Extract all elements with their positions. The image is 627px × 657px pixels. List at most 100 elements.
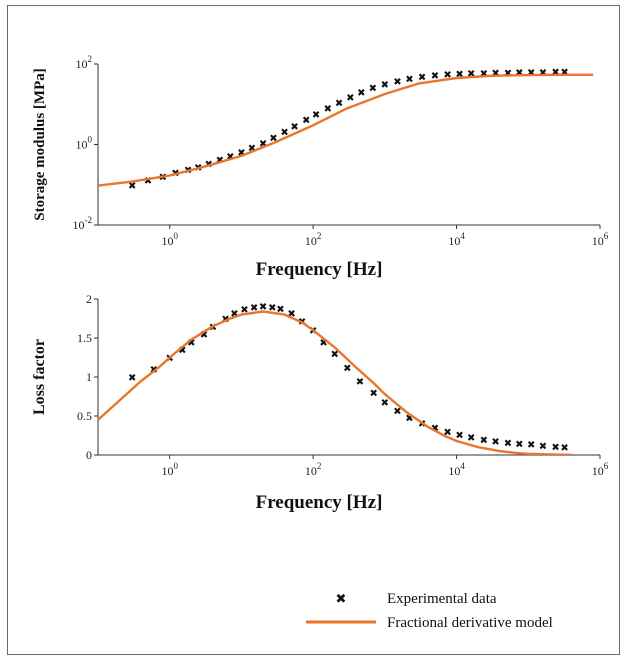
data-point: ✖	[418, 419, 426, 430]
y-tick-exponent: -2	[85, 215, 93, 225]
legend-item-model: Fractional derivative model	[306, 615, 553, 631]
data-point: ✖	[381, 80, 389, 91]
data-point: ✖	[178, 346, 186, 357]
y-tick-label: 2	[86, 292, 92, 306]
experimental-markers: ✖✖✖✖✖✖✖✖✖✖✖✖✖✖✖✖✖✖✖✖✖✖✖✖✖✖✖✖✖✖✖✖✖✖✖✖✖✖	[128, 68, 569, 192]
data-point: ✖	[370, 389, 378, 400]
y-tick-label: 1.5	[77, 331, 92, 345]
data-point: ✖	[259, 302, 267, 313]
x-tick-exponent: 4	[460, 461, 465, 471]
y-tick-label: 0	[86, 448, 92, 462]
data-point: ✖	[480, 69, 488, 80]
data-point: ✖	[312, 110, 320, 121]
data-point: ✖	[393, 407, 401, 418]
data-point: ✖	[200, 330, 208, 341]
x-tick-label: 102	[305, 231, 322, 248]
data-point: ✖	[269, 133, 277, 144]
data-point: ✖	[369, 84, 377, 95]
x-tick-exponent: 2	[317, 461, 322, 471]
legend: ✖ Experimental data Fractional derivativ…	[306, 591, 553, 631]
legend-label-model: Fractional derivative model	[387, 615, 553, 631]
data-point: ✖	[259, 139, 267, 150]
data-point: ✖	[250, 303, 258, 314]
data-point: ✖	[226, 152, 234, 163]
data-point: ✖	[290, 122, 298, 133]
model-curve	[98, 73, 594, 187]
data-point: ✖	[280, 128, 288, 139]
x-tick-label: 104	[448, 231, 465, 248]
data-point: ✖	[418, 72, 426, 83]
data-point: ✖	[287, 309, 295, 320]
data-point: ✖	[128, 373, 136, 384]
data-point: ✖	[539, 68, 547, 79]
experimental-markers: ✖✖✖✖✖✖✖✖✖✖✖✖✖✖✖✖✖✖✖✖✖✖✖✖✖✖✖✖✖✖✖✖✖✖✖✖✖✖	[128, 302, 569, 454]
figure-frame	[7, 5, 620, 655]
data-point: ✖	[515, 439, 523, 450]
data-point: ✖	[467, 433, 475, 444]
data-point: ✖	[240, 305, 248, 316]
x-axis-title: Frequency [Hz]	[256, 259, 383, 280]
model-curve	[98, 310, 572, 455]
y-tick-exponent: 0	[88, 135, 93, 145]
legend-marker-x: ✖	[336, 592, 347, 607]
x-tick-label: 100	[161, 231, 178, 248]
data-point: ✖	[346, 93, 354, 104]
y-axis-title: Loss factor	[31, 339, 48, 415]
data-point: ✖	[551, 442, 559, 453]
data-point: ✖	[357, 88, 365, 99]
data-point: ✖	[431, 424, 439, 435]
data-point: ✖	[443, 70, 451, 81]
data-point: ✖	[187, 338, 195, 349]
data-point: ✖	[515, 68, 523, 79]
data-point: ✖	[455, 70, 463, 81]
x-tick-label: 100	[161, 461, 178, 478]
y-tick-label: 100	[76, 135, 93, 152]
data-point: ✖	[343, 364, 351, 375]
legend-label-experimental: Experimental data	[387, 591, 497, 607]
data-point: ✖	[319, 338, 327, 349]
data-point: ✖	[560, 443, 568, 454]
x-tick-exponent: 6	[604, 461, 609, 471]
data-point: ✖	[209, 322, 217, 333]
data-point: ✖	[504, 68, 512, 79]
legend-item-experimental: ✖ Experimental data	[336, 591, 497, 607]
data-point: ✖	[527, 440, 535, 451]
data-point: ✖	[455, 431, 463, 442]
data-point: ✖	[467, 69, 475, 80]
data-point: ✖	[144, 176, 152, 187]
data-point: ✖	[237, 148, 245, 159]
data-point: ✖	[331, 350, 339, 361]
data-point: ✖	[276, 304, 284, 315]
x-tick-label: 106	[592, 231, 609, 248]
data-point: ✖	[324, 104, 332, 115]
data-point: ✖	[335, 99, 343, 110]
y-tick-label: 102	[76, 54, 93, 71]
y-axis-title: Storage modulus [MPa]	[32, 68, 48, 221]
data-point: ✖	[504, 439, 512, 450]
x-tick-label: 104	[448, 461, 465, 478]
data-point: ✖	[405, 414, 413, 425]
data-point: ✖	[128, 181, 136, 192]
data-point: ✖	[431, 71, 439, 82]
data-point: ✖	[381, 398, 389, 409]
x-tick-exponent: 0	[173, 461, 178, 471]
x-tick-exponent: 2	[317, 231, 322, 241]
data-point: ✖	[159, 173, 167, 184]
x-tick-exponent: 4	[460, 231, 465, 241]
x-tick-exponent: 6	[604, 231, 609, 241]
data-point: ✖	[405, 74, 413, 85]
x-tick-label: 102	[305, 461, 322, 478]
y-tick-label: 10-2	[73, 215, 93, 232]
data-point: ✖	[480, 435, 488, 446]
data-point: ✖	[443, 428, 451, 439]
data-point: ✖	[268, 303, 276, 314]
y-tick-exponent: 2	[88, 54, 93, 64]
loss-factor-chart: 100 102 104 106 0 0.5 1 1.5 2 Frequency [Hz] Loss …	[31, 292, 609, 513]
data-point: ✖	[248, 143, 256, 154]
data-point: ✖	[539, 442, 547, 453]
data-point: ✖	[491, 437, 499, 448]
data-point: ✖	[356, 377, 364, 388]
data-point: ✖	[491, 69, 499, 80]
y-tick-label: 1	[86, 370, 92, 384]
x-axis-title: Frequency [Hz]	[256, 492, 383, 513]
